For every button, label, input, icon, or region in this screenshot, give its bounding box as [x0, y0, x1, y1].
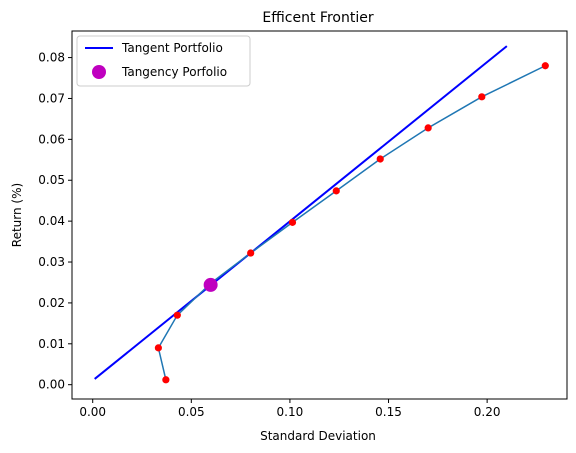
frontier-point	[424, 124, 432, 132]
y-tick-label: 0.08	[38, 51, 65, 65]
frontier-point	[162, 376, 170, 384]
frontier-point	[247, 249, 255, 257]
legend-box	[76, 35, 251, 87]
tangency-portfolio-point	[203, 277, 218, 292]
y-tick-label: 0.06	[38, 132, 65, 146]
plot-frame	[71, 30, 568, 400]
frontier-point	[154, 344, 162, 352]
x-tick-label: 0.15	[375, 405, 402, 419]
frontier-point	[541, 62, 549, 70]
axes-layer: 0.00 0.05 0.10 0.15 0.20 0.00 0.01 0.02 0.03 0.04…	[38, 51, 500, 419]
y-tick-label: 0.01	[38, 337, 65, 351]
frontier-point	[332, 187, 340, 195]
y-tick-label: 0.00	[38, 378, 65, 392]
frontier-point	[478, 93, 486, 101]
y-tick-label: 0.02	[38, 296, 65, 310]
chart-title: Efficent Frontier	[262, 10, 373, 26]
x-axis-label: Standard Deviation	[260, 429, 376, 443]
legend: Tangent Portfolio Tangency Porfolio	[76, 35, 251, 87]
x-tick-label: 0.10	[277, 405, 304, 419]
y-axis-label: Return (%)	[10, 183, 24, 247]
plot-layer	[94, 45, 549, 384]
y-tick-label: 0.07	[38, 91, 65, 105]
frontier-point	[288, 218, 297, 226]
legend-label-tangency-portfolio: Tangency Porfolio	[121, 65, 227, 79]
legend-label-tangent-portfolio: Tangent Portfolio	[121, 41, 223, 55]
y-tick-label: 0.04	[38, 214, 65, 228]
legend-tangency-dot-swatch	[92, 65, 106, 79]
x-tick-label: 0.20	[474, 405, 501, 419]
frontier-point	[376, 155, 384, 163]
frontier-point	[173, 311, 181, 319]
y-tick-label: 0.05	[38, 173, 65, 187]
tangent-portfolio-line	[94, 45, 508, 380]
x-tick-label: 0.00	[79, 405, 106, 419]
x-tick-label: 0.05	[178, 405, 205, 419]
y-tick-label: 0.03	[38, 255, 65, 269]
